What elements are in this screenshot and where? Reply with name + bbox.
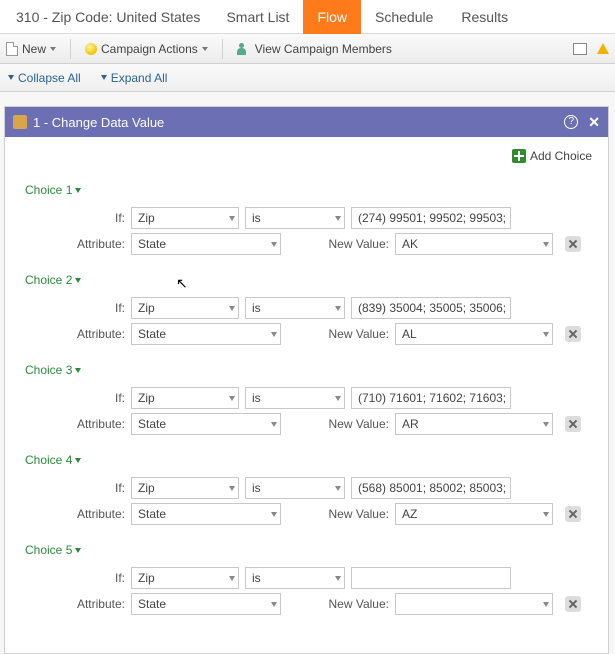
view-members-button[interactable]: View Campaign Members — [237, 42, 392, 56]
chevron-down-icon — [202, 47, 208, 51]
card-title: 1 - Change Data Value — [33, 115, 164, 130]
new-value-select[interactable]: AR — [395, 413, 553, 435]
if-label: If: — [65, 571, 125, 585]
delete-icon[interactable] — [565, 596, 581, 612]
choice-label[interactable]: Choice 2 — [25, 273, 592, 287]
collapse-all-button[interactable]: Collapse All — [8, 71, 81, 85]
if-field-select[interactable]: Zip — [131, 477, 239, 499]
attribute-label: Attribute: — [65, 327, 125, 341]
flow-step-icon — [13, 115, 27, 129]
values-input[interactable]: (568) 85001; 85002; 85003; 850 — [351, 477, 511, 499]
delete-icon[interactable] — [565, 326, 581, 342]
page-title: 310 - Zip Code: United States — [4, 9, 212, 25]
window-icon[interactable] — [573, 43, 587, 55]
operator-select[interactable]: is — [245, 297, 345, 319]
card-body: Add Choice Choice 1If:Zipis(274) 99501; … — [5, 137, 608, 653]
plus-icon — [512, 149, 526, 163]
delete-icon[interactable] — [565, 416, 581, 432]
new-value-select[interactable]: AZ — [395, 503, 553, 525]
chevron-down-icon — [8, 75, 14, 80]
attribute-select[interactable]: State — [131, 593, 281, 615]
document-icon — [6, 42, 18, 56]
attribute-label: Attribute: — [65, 507, 125, 521]
attribute-select[interactable]: State — [131, 233, 281, 255]
operator-select[interactable]: is — [245, 567, 345, 589]
new-value-label: New Value: — [327, 327, 389, 341]
chevron-down-icon — [75, 188, 81, 193]
new-value-select[interactable]: AK — [395, 233, 553, 255]
add-choice-button[interactable]: Add Choice — [25, 149, 592, 163]
expand-all-label: Expand All — [111, 71, 168, 85]
expand-all-button[interactable]: Expand All — [101, 71, 168, 85]
new-value-select[interactable]: AL — [395, 323, 553, 345]
attribute-label: Attribute: — [65, 237, 125, 251]
delete-icon[interactable] — [565, 506, 581, 522]
tab-bar: 310 - Zip Code: United States Smart List… — [0, 0, 615, 34]
separator — [222, 39, 223, 59]
if-label: If: — [65, 481, 125, 495]
flow-step-card: 1 - Change Data Value ? ✕ Add Choice Cho… — [4, 106, 609, 654]
add-choice-label: Add Choice — [530, 149, 592, 163]
choice-label[interactable]: Choice 3 — [25, 363, 592, 377]
choice-label[interactable]: Choice 4 — [25, 453, 592, 467]
people-icon — [237, 43, 251, 55]
chevron-down-icon — [75, 548, 81, 553]
chevron-down-icon — [50, 47, 56, 51]
new-value-label: New Value: — [327, 237, 389, 251]
if-field-select[interactable]: Zip — [131, 567, 239, 589]
tab-smart-list[interactable]: Smart List — [212, 0, 303, 34]
operator-select[interactable]: is — [245, 207, 345, 229]
collapse-bar: Collapse All Expand All — [0, 64, 615, 92]
toolbar: New Campaign Actions View Campaign Membe… — [0, 34, 615, 64]
if-label: If: — [65, 211, 125, 225]
chevron-down-icon — [101, 75, 107, 80]
new-value-select[interactable] — [395, 593, 553, 615]
new-value-label: New Value: — [327, 597, 389, 611]
choice-label[interactable]: Choice 1 — [25, 183, 592, 197]
help-icon[interactable]: ? — [564, 115, 578, 129]
if-label: If: — [65, 391, 125, 405]
attribute-select[interactable]: State — [131, 503, 281, 525]
lightbulb-icon — [85, 43, 97, 55]
tab-results[interactable]: Results — [447, 0, 522, 34]
new-value-label: New Value: — [327, 417, 389, 431]
if-field-select[interactable]: Zip — [131, 207, 239, 229]
chevron-down-icon — [75, 458, 81, 463]
new-label: New — [22, 42, 46, 56]
if-label: If: — [65, 301, 125, 315]
attribute-label: Attribute: — [65, 417, 125, 431]
card-header: 1 - Change Data Value ? ✕ — [5, 107, 608, 137]
attribute-select[interactable]: State — [131, 413, 281, 435]
warning-icon[interactable] — [597, 43, 609, 54]
close-icon[interactable]: ✕ — [588, 114, 600, 131]
values-input[interactable]: (710) 71601; 71602; 71603; 716 — [351, 387, 511, 409]
if-field-select[interactable]: Zip — [131, 387, 239, 409]
values-input[interactable]: (274) 99501; 99502; 99503; 995 — [351, 207, 511, 229]
campaign-actions-label: Campaign Actions — [101, 42, 198, 56]
chevron-down-icon — [75, 368, 81, 373]
campaign-actions-menu[interactable]: Campaign Actions — [85, 42, 208, 56]
values-input[interactable] — [351, 567, 511, 589]
new-value-label: New Value: — [327, 507, 389, 521]
operator-select[interactable]: is — [245, 477, 345, 499]
tab-flow[interactable]: Flow — [303, 0, 361, 34]
choice-label[interactable]: Choice 5 — [25, 543, 592, 557]
new-menu[interactable]: New — [6, 42, 56, 56]
chevron-down-icon — [75, 278, 81, 283]
operator-select[interactable]: is — [245, 387, 345, 409]
if-field-select[interactable]: Zip — [131, 297, 239, 319]
collapse-all-label: Collapse All — [18, 71, 81, 85]
separator — [70, 39, 71, 59]
tab-schedule[interactable]: Schedule — [361, 0, 447, 34]
attribute-select[interactable]: State — [131, 323, 281, 345]
values-input[interactable]: (839) 35004; 35005; 35006; 350 — [351, 297, 511, 319]
delete-icon[interactable] — [565, 236, 581, 252]
view-members-label: View Campaign Members — [255, 42, 392, 56]
attribute-label: Attribute: — [65, 597, 125, 611]
